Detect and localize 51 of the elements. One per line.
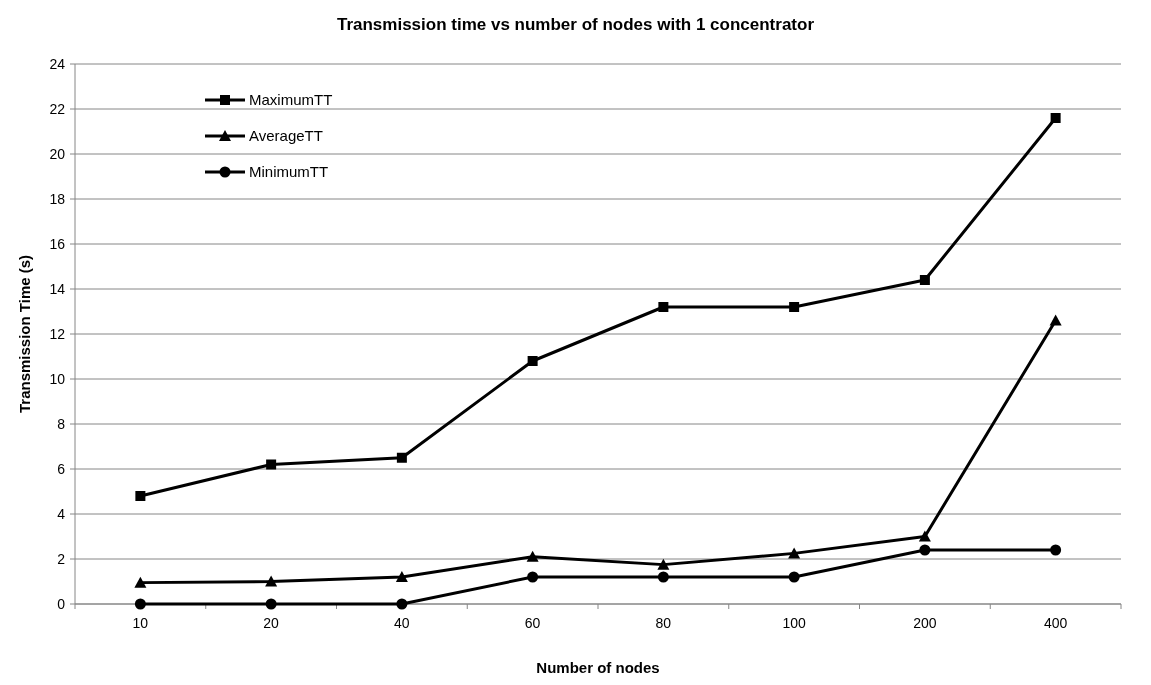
chart-title: Transmission time vs number of nodes with 1 concentrator	[336, 15, 815, 34]
y-tick-label: 12	[49, 325, 66, 342]
point	[134, 598, 146, 610]
point	[396, 452, 407, 463]
point	[919, 275, 930, 285]
y-tick-label: 8	[57, 415, 66, 432]
x-tick-label: 100	[782, 615, 807, 631]
point	[134, 576, 147, 588]
point	[265, 598, 277, 610]
y-tick-label: 10	[49, 370, 66, 387]
y-tick-label: 14	[49, 280, 66, 297]
legend-label: MaximumTT	[249, 91, 333, 109]
point	[396, 598, 408, 610]
x-axis-title: Number of nodes	[536, 659, 660, 676]
y-tick-label: 24	[49, 55, 66, 72]
x-tick-label: 400	[1043, 615, 1068, 631]
point	[527, 571, 539, 583]
x-tick-label: 60	[524, 615, 541, 631]
y-tick-label: 6	[57, 460, 66, 477]
point	[657, 558, 670, 570]
point	[395, 571, 408, 582]
x-tick-label: 20	[263, 615, 280, 631]
y-axis-title: Transmission Time (s)	[16, 254, 33, 414]
y-tick-label: 0	[57, 595, 66, 612]
point	[918, 530, 931, 542]
x-tick-label: 10	[132, 615, 149, 631]
point	[657, 571, 669, 583]
point	[266, 459, 277, 470]
point	[919, 544, 931, 556]
point	[1050, 544, 1062, 556]
legend-label: MinimumTT	[249, 163, 329, 181]
point	[527, 356, 538, 366]
point	[1050, 113, 1061, 123]
point	[135, 491, 146, 501]
x-tick-label: 80	[655, 615, 672, 631]
x-tick-label: 200	[913, 615, 937, 631]
point	[526, 550, 539, 562]
y-tick-label: 18	[49, 190, 66, 207]
y-tick-label: 2	[57, 550, 66, 567]
y-tick-label: 16	[49, 235, 66, 252]
point	[788, 571, 800, 583]
x-tick-label: 40	[394, 615, 410, 631]
y-tick-label: 20	[49, 145, 66, 162]
point	[788, 547, 801, 559]
y-tick-label: 22	[49, 100, 66, 117]
y-tick-label: 4	[57, 505, 66, 522]
legend-label: AverageTT	[249, 127, 323, 145]
point	[658, 302, 669, 312]
point	[789, 302, 800, 312]
point	[1049, 314, 1062, 326]
point	[265, 575, 278, 587]
